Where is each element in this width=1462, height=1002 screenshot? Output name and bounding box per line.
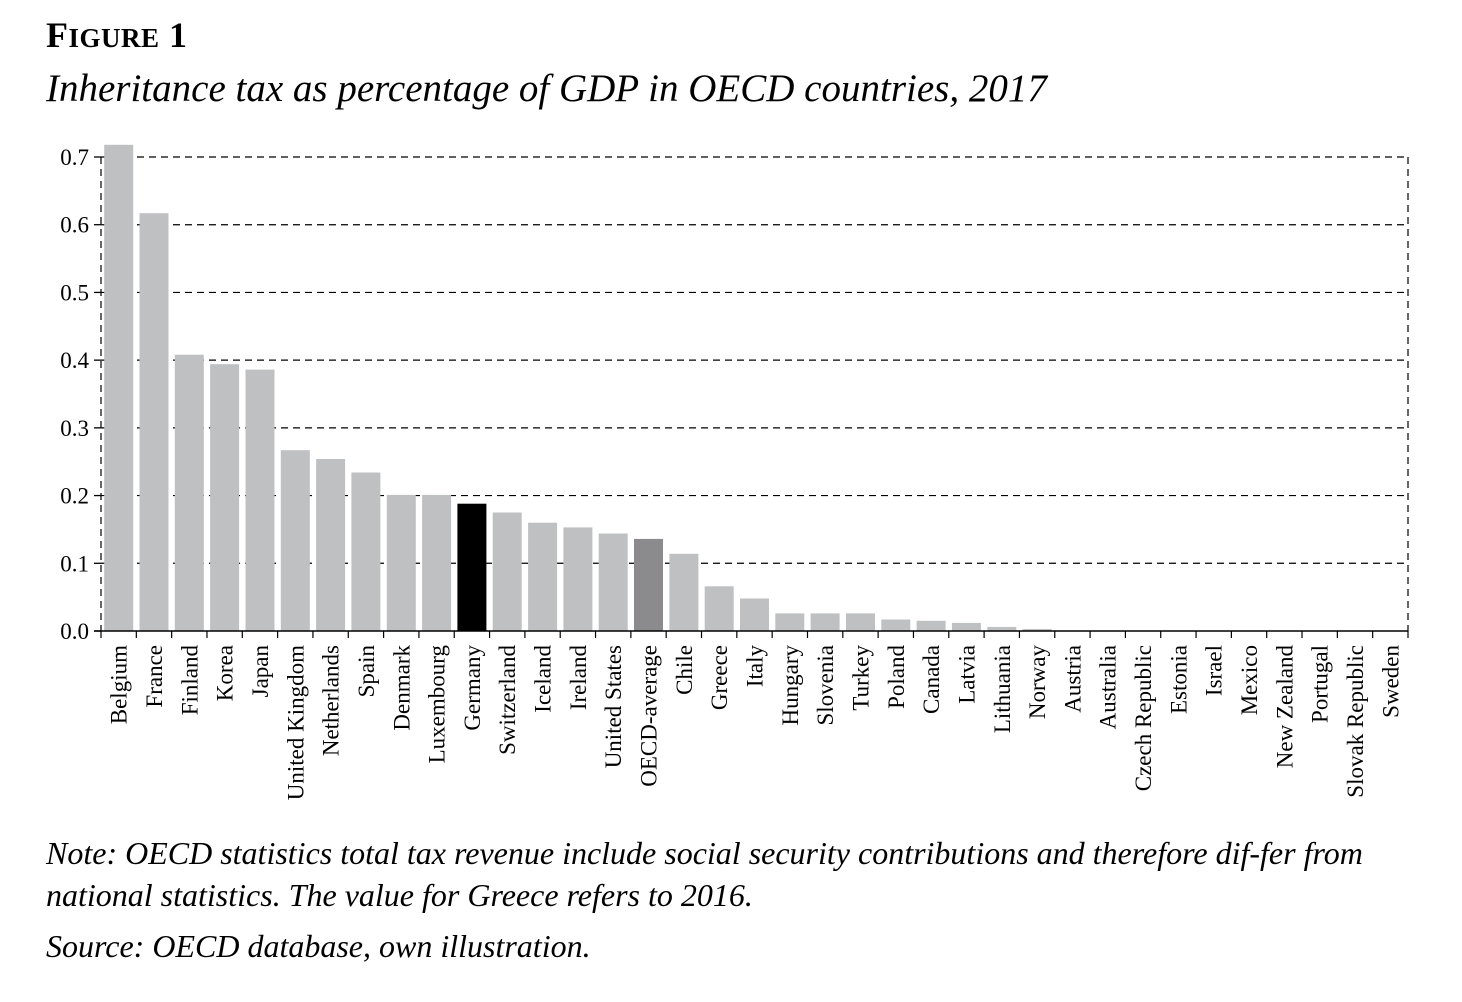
y-tick-label: 0.1 — [60, 551, 89, 576]
x-tick-label: Austria — [1060, 645, 1085, 713]
bar — [598, 533, 628, 631]
y-tick-label: 0.4 — [60, 348, 89, 373]
bar — [951, 622, 981, 631]
x-tick-label: Spain — [354, 645, 379, 698]
bar — [704, 586, 734, 631]
x-tick-label: Sweden — [1378, 645, 1403, 718]
x-tick-label: Greece — [707, 645, 732, 710]
bar — [916, 620, 946, 631]
x-tick-label: Slovak Republic — [1343, 645, 1368, 798]
y-tick-label: 0.0 — [60, 619, 89, 644]
bar — [210, 364, 240, 631]
figure-source: Source: OECD database, own illustration. — [46, 928, 591, 964]
x-tick-label: OECD-average — [637, 645, 662, 787]
bar — [634, 538, 663, 631]
x-tick-label: United States — [601, 645, 626, 768]
x-tick-label: Belgium — [107, 645, 132, 724]
x-tick-label: Turkey — [848, 645, 873, 711]
x-tick-label: Lithuania — [990, 645, 1015, 733]
bar — [669, 553, 699, 631]
x-tick-label: France — [142, 645, 167, 708]
bar — [492, 512, 522, 631]
bar — [386, 494, 416, 631]
x-tick-label: Slovenia — [813, 645, 838, 726]
y-tick-label: 0.5 — [60, 280, 89, 305]
x-tick-label: Switzerland — [495, 645, 520, 755]
x-tick-label: Norway — [1025, 645, 1050, 720]
x-tick-label: Iceland — [531, 645, 556, 713]
bar — [563, 527, 593, 631]
x-tick-label: Netherlands — [319, 645, 344, 756]
x-tick-label: Czech Republic — [1131, 645, 1156, 791]
bar — [245, 369, 275, 631]
y-tick-label: 0.6 — [60, 213, 89, 238]
x-tick-label: Finland — [177, 645, 202, 716]
bar — [1022, 629, 1052, 631]
x-tick-label: Poland — [884, 645, 909, 709]
bar — [104, 144, 134, 632]
x-tick-label: Korea — [213, 645, 238, 701]
bar — [139, 213, 169, 631]
x-tick-label: Germany — [460, 645, 485, 731]
chart-axes — [94, 156, 1409, 638]
bar — [775, 613, 805, 631]
bar — [422, 494, 452, 631]
y-tick-label: 0.7 — [60, 145, 89, 170]
x-tick-label: Japan — [248, 645, 273, 698]
bar — [457, 503, 487, 631]
x-tick-label: Italy — [743, 645, 768, 688]
bar — [810, 613, 840, 631]
bar-chart: 0.0 0.1 0.2 0.3 0.4 0.5 0.6 0.7 Belgium France Fi… — [60, 144, 1409, 801]
bar — [881, 619, 911, 631]
y-tick-label: 0.2 — [60, 484, 89, 509]
bar — [316, 459, 346, 631]
figure-label: FIGURE 1 — [46, 15, 188, 55]
chart-bars — [104, 144, 1052, 632]
bar — [174, 354, 204, 631]
x-tick-label: Australia — [1096, 645, 1121, 729]
bar — [280, 450, 310, 631]
bar — [351, 472, 381, 631]
bar — [740, 598, 769, 631]
y-tick-label: 0.3 — [60, 416, 89, 441]
x-tick-label: Israel — [1202, 645, 1227, 696]
x-tick-label: Luxembourg — [425, 645, 450, 764]
bar — [846, 613, 875, 631]
x-tick-label: New Zealand — [1272, 645, 1297, 769]
x-tick-label: Canada — [919, 645, 944, 714]
x-tick-label: Mexico — [1237, 645, 1262, 715]
x-tick-label: Denmark — [389, 645, 414, 731]
x-tick-label: Hungary — [778, 645, 803, 726]
bar — [987, 626, 1017, 631]
x-tick-labels: Belgium France Finland Korea Japan United Kin… — [107, 645, 1404, 801]
y-tick-labels: 0.0 0.1 0.2 0.3 0.4 0.5 0.6 0.7 — [60, 145, 89, 644]
bar — [528, 522, 558, 631]
x-tick-label: Latvia — [954, 645, 979, 704]
x-tick-label: United Kingdom — [283, 645, 308, 800]
x-tick-label: Ireland — [566, 645, 591, 711]
x-tick-label: Portugal — [1308, 645, 1333, 723]
x-tick-label: Chile — [672, 645, 697, 695]
x-tick-label: Estonia — [1166, 645, 1191, 714]
figure-title: Inheritance tax as percentage of GDP in … — [46, 67, 1047, 110]
figure-note: Note: OECD statistics total tax revenue … — [46, 835, 1363, 913]
